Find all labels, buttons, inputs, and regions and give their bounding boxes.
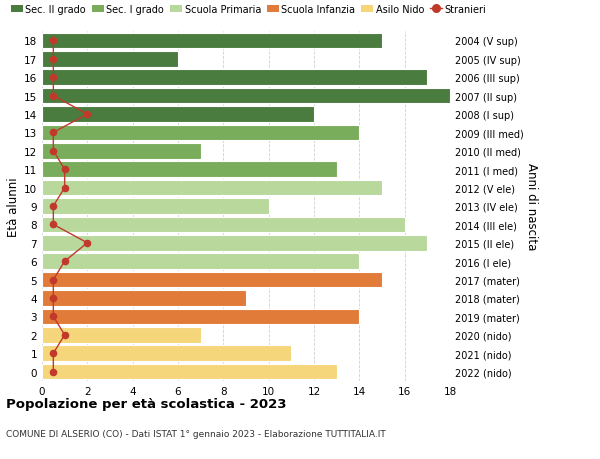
Point (60, 331, 70, 339)
Point (49, 350, 58, 357)
Point (60, 166, 70, 174)
Bar (42, 125, 359, 141)
Bar (42, 364, 337, 380)
Text: COMUNE DI ALSERIO (CO) - Dati ISTAT 1° gennaio 2023 - Elaborazione TUTTITALIA.IT: COMUNE DI ALSERIO (CO) - Dati ISTAT 1° g… (6, 429, 386, 438)
Point (49, 56, 58, 63)
Point (60, 258, 70, 265)
Bar (42, 309, 359, 325)
Bar (42, 144, 200, 159)
Point (49, 295, 58, 302)
Text: Popolazione per età scolastica - 2023: Popolazione per età scolastica - 2023 (6, 397, 287, 410)
Bar (42, 254, 359, 269)
Bar (42, 199, 269, 214)
Bar (42, 272, 382, 288)
Bar (42, 89, 450, 104)
Bar (42, 327, 200, 343)
Bar (42, 107, 314, 123)
Bar (42, 70, 427, 86)
Point (49, 148, 58, 155)
Point (49, 203, 58, 210)
Point (49, 313, 58, 320)
Point (83, 240, 92, 247)
Point (49, 368, 58, 375)
Bar (42, 235, 427, 251)
Legend: Sec. II grado, Sec. I grado, Scuola Primaria, Scuola Infanzia, Asilo Nido, Stran: Sec. II grado, Sec. I grado, Scuola Prim… (11, 5, 487, 15)
Bar (42, 217, 404, 233)
Bar (42, 34, 382, 49)
Point (49, 221, 58, 229)
Y-axis label: Anni di nascita: Anni di nascita (524, 163, 538, 250)
Point (49, 129, 58, 137)
Bar (42, 180, 382, 196)
Point (49, 74, 58, 82)
Point (60, 185, 70, 192)
Point (83, 111, 92, 118)
Bar (42, 291, 246, 306)
Point (49, 93, 58, 100)
Point (49, 276, 58, 284)
Y-axis label: Età alunni: Età alunni (7, 177, 20, 236)
Bar (42, 162, 337, 178)
Bar (42, 52, 178, 67)
Bar (42, 346, 292, 361)
Point (49, 38, 58, 45)
